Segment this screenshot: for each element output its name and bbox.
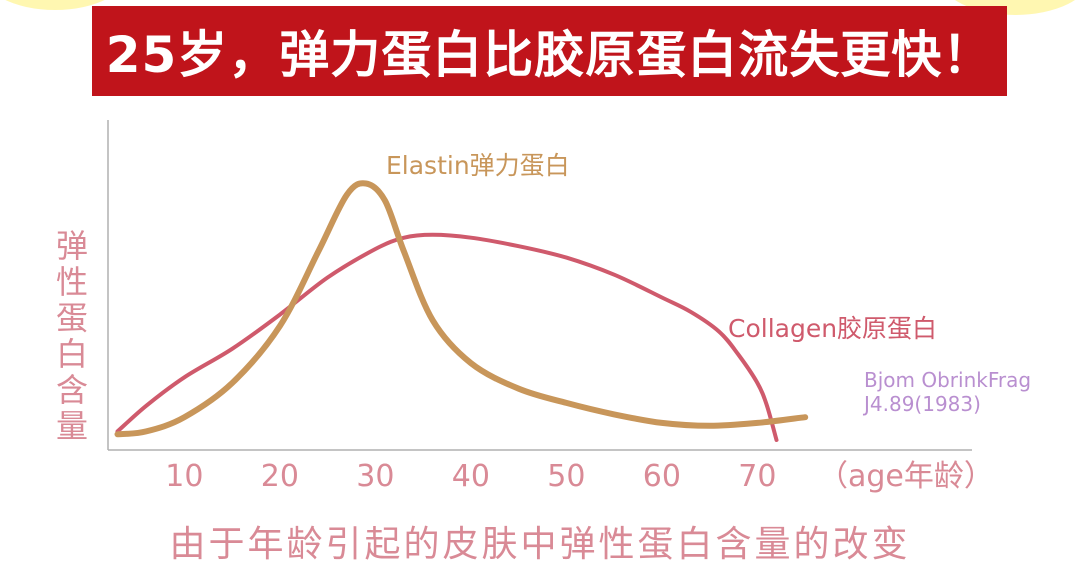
y-axis-label-char: 弹 bbox=[55, 227, 88, 265]
x-tick-label: 10 bbox=[165, 459, 203, 494]
legend-collagen: Collagen胶原蛋白 bbox=[728, 314, 937, 343]
chart-caption: 由于年龄引起的皮肤中弹性蛋白含量的改变 bbox=[169, 524, 911, 565]
x-tick-label: 30 bbox=[356, 459, 394, 494]
collagen-series-line bbox=[115, 232, 779, 442]
source-citation-line2: J4.89(1983) bbox=[862, 392, 981, 416]
x-tick-label: 60 bbox=[643, 459, 681, 494]
banner-title: 25岁，弹力蛋白比胶原蛋白流失更快！ bbox=[105, 26, 994, 84]
y-axis-label-char: 量 bbox=[55, 407, 88, 445]
x-axis-label: （age年龄） bbox=[818, 459, 994, 494]
y-axis-label-char: 白 bbox=[55, 335, 88, 373]
y-axis-label-char: 蛋 bbox=[55, 299, 88, 337]
elastin-series-line bbox=[114, 180, 809, 438]
x-tick-label: 40 bbox=[452, 459, 490, 494]
x-tick-label: 20 bbox=[261, 459, 299, 494]
x-tick-label: 70 bbox=[738, 459, 776, 494]
decorative-blob-left bbox=[0, 0, 130, 10]
x-tick-label: 50 bbox=[547, 459, 585, 494]
legend-elastin: Elastin弹力蛋白 bbox=[386, 151, 570, 180]
y-axis-label: 弹性蛋白含量 bbox=[52, 228, 92, 444]
y-axis-label-char: 性 bbox=[55, 263, 88, 301]
source-citation-line1: Bjom ObrinkFrag bbox=[864, 368, 1031, 392]
y-axis-label-char: 含 bbox=[55, 371, 88, 409]
title-banner: 25岁，弹力蛋白比胶原蛋白流失更快！ bbox=[92, 6, 1007, 96]
